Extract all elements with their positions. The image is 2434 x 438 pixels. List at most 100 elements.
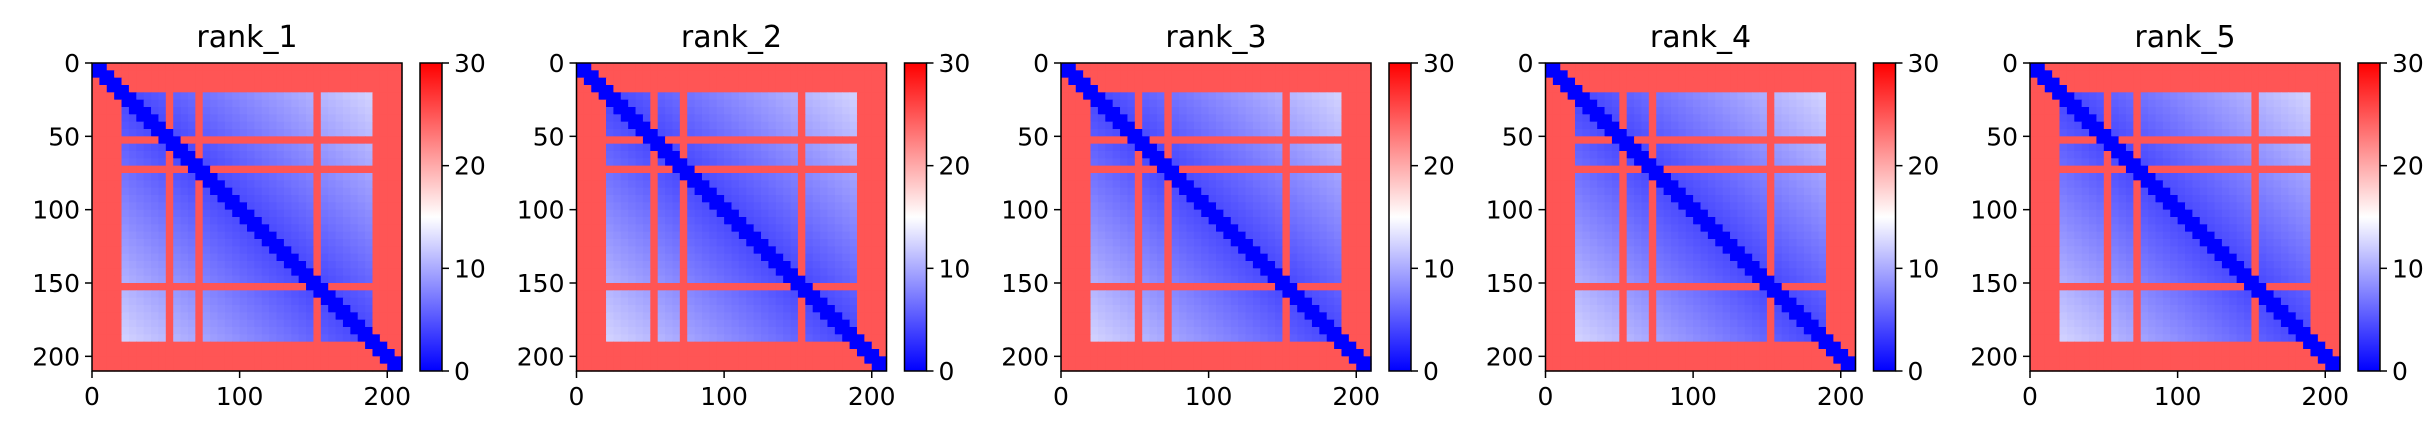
heatmap-cell bbox=[99, 173, 108, 181]
heatmap-cell bbox=[1275, 283, 1284, 291]
heatmap-cell bbox=[1260, 209, 1269, 218]
heatmap-cell bbox=[1075, 261, 1084, 269]
heatmap-cell bbox=[856, 261, 865, 269]
heatmap-cell bbox=[1216, 107, 1224, 115]
heatmap-cell bbox=[665, 195, 674, 203]
heatmap-cell bbox=[657, 92, 666, 101]
heatmap-cell bbox=[687, 202, 696, 211]
heatmap-cell bbox=[775, 114, 784, 123]
heatmap-cell bbox=[247, 297, 255, 306]
heatmap-cell bbox=[701, 253, 710, 262]
heatmap-cell bbox=[1120, 217, 1129, 225]
heatmap-cell bbox=[1164, 261, 1173, 269]
heatmap-cell bbox=[856, 158, 865, 167]
heatmap-cell bbox=[1083, 70, 1092, 79]
heatmap-cell bbox=[598, 275, 607, 284]
heatmap-cell bbox=[724, 165, 733, 174]
heatmap-cell bbox=[856, 283, 865, 291]
heatmap-cell bbox=[143, 85, 152, 93]
heatmap-cell bbox=[1097, 297, 1106, 306]
heatmap-cell bbox=[320, 275, 329, 284]
heatmap-cell bbox=[1223, 305, 1232, 313]
heatmap-cell bbox=[1061, 143, 1069, 152]
heatmap-cell bbox=[136, 224, 145, 233]
heatmap-cell bbox=[650, 99, 659, 108]
heatmap-cell bbox=[247, 261, 255, 269]
heatmap-cell bbox=[283, 349, 292, 357]
heatmap-cell bbox=[143, 305, 152, 313]
heatmap-cell bbox=[665, 209, 674, 218]
heatmap-cell bbox=[180, 356, 189, 365]
heatmap-cell bbox=[261, 195, 270, 203]
heatmap-cell bbox=[753, 209, 762, 218]
heatmap-cell bbox=[753, 217, 762, 225]
heatmap-cell bbox=[1201, 209, 1210, 218]
heatmap-cell bbox=[613, 305, 622, 313]
heatmap-cell bbox=[106, 63, 115, 71]
heatmap-cell bbox=[635, 356, 644, 365]
heatmap-cell bbox=[694, 334, 703, 343]
heatmap-cell bbox=[394, 187, 403, 196]
heatmap-cell bbox=[239, 224, 248, 233]
heatmap-cell bbox=[842, 356, 851, 365]
heatmap-cell bbox=[202, 312, 211, 321]
heatmap-cell bbox=[797, 114, 806, 123]
heatmap-cell bbox=[606, 121, 615, 130]
heatmap-cell bbox=[650, 239, 659, 247]
heatmap-cell bbox=[849, 158, 858, 167]
heatmap-cell bbox=[1319, 283, 1328, 291]
heatmap-cell bbox=[716, 121, 725, 130]
heatmap-cell bbox=[635, 290, 644, 299]
heatmap-cell bbox=[1341, 107, 1350, 115]
heatmap-cell bbox=[372, 349, 381, 357]
heatmap-cell bbox=[1068, 305, 1077, 313]
heatmap-cell bbox=[1282, 63, 1291, 71]
heatmap-cell bbox=[657, 275, 666, 284]
heatmap-cell bbox=[827, 136, 836, 145]
heatmap-cell bbox=[1061, 114, 1069, 123]
heatmap-cell bbox=[1164, 63, 1173, 71]
heatmap-cell bbox=[1334, 121, 1343, 130]
heatmap-cell bbox=[1289, 246, 1298, 255]
heatmap-cell bbox=[136, 319, 145, 328]
heatmap-cell bbox=[694, 136, 703, 145]
heatmap-cell bbox=[239, 165, 248, 174]
heatmap-cell bbox=[350, 246, 359, 255]
heatmap-cell bbox=[775, 92, 784, 101]
heatmap-cell bbox=[298, 239, 307, 247]
heatmap-cell bbox=[724, 319, 733, 328]
heatmap-cell bbox=[173, 283, 182, 291]
heatmap-cell bbox=[1267, 239, 1276, 247]
heatmap-cell bbox=[805, 202, 814, 211]
heatmap-cell bbox=[1068, 63, 1077, 71]
heatmap-cell bbox=[1348, 180, 1357, 189]
heatmap-cell bbox=[195, 92, 204, 101]
heatmap-cell bbox=[187, 253, 196, 262]
heatmap-cell bbox=[628, 195, 637, 203]
heatmap-cell bbox=[1245, 202, 1254, 211]
heatmap-cell bbox=[387, 224, 396, 233]
heatmap-cell bbox=[269, 253, 278, 262]
heatmap-cell bbox=[335, 290, 344, 299]
heatmap-cell bbox=[1275, 173, 1284, 181]
heatmap-cell bbox=[165, 114, 174, 123]
heatmap-cell bbox=[394, 143, 403, 152]
heatmap-cell bbox=[701, 217, 710, 225]
heatmap-cell bbox=[372, 107, 381, 115]
heatmap-cell bbox=[1134, 187, 1143, 196]
heatmap-cell bbox=[158, 305, 167, 313]
heatmap-cell bbox=[276, 356, 285, 365]
heatmap-cell bbox=[1097, 121, 1106, 130]
heatmap-cell bbox=[738, 261, 747, 269]
heatmap-cell bbox=[232, 297, 241, 306]
heatmap-cell bbox=[871, 121, 880, 130]
heatmap-cell bbox=[291, 239, 300, 247]
heatmap-cell bbox=[856, 312, 865, 321]
heatmap-cell bbox=[768, 77, 777, 86]
heatmap-cell bbox=[247, 151, 255, 159]
heatmap-cell bbox=[99, 187, 108, 196]
heatmap-cell bbox=[797, 143, 806, 152]
heatmap-cell bbox=[291, 99, 300, 108]
heatmap-cell bbox=[158, 151, 167, 159]
heatmap-cell bbox=[731, 70, 740, 79]
